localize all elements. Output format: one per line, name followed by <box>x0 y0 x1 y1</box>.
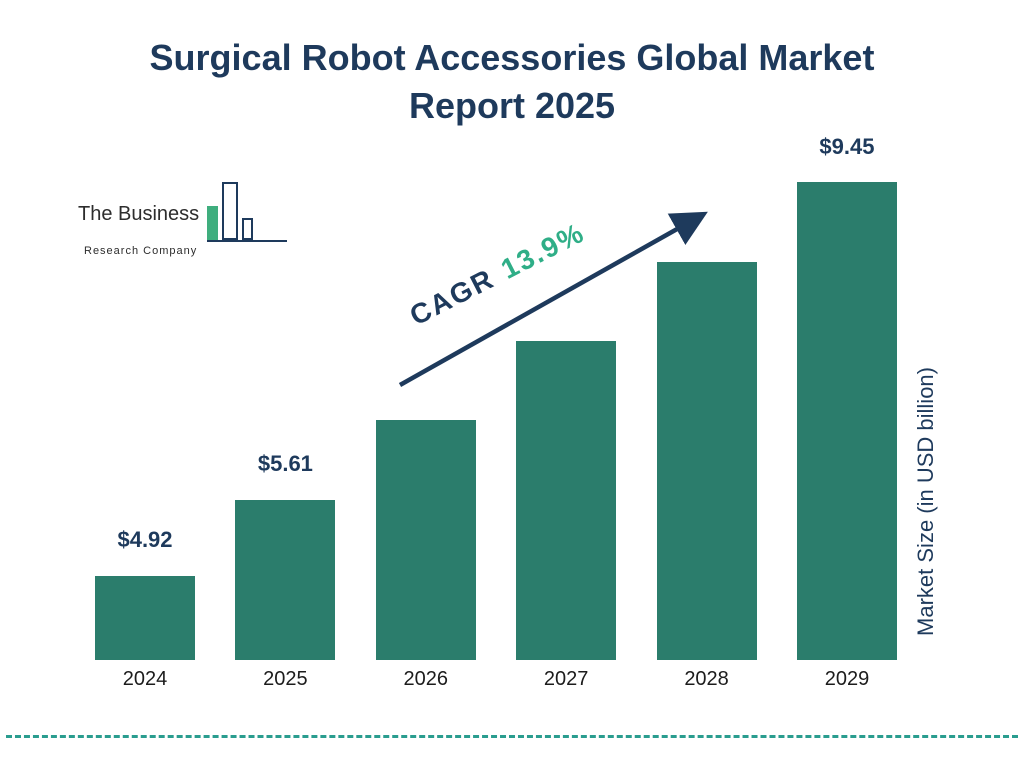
bar-2029 <box>796 182 897 660</box>
chart-title-line1: Surgical Robot Accessories Global Market <box>149 37 875 78</box>
bar-column-2025: $5.61billion <box>235 182 336 660</box>
bar-2027 <box>516 341 617 660</box>
logo-bar-short <box>242 218 254 240</box>
x-tick-2026: 2026 <box>403 668 449 690</box>
y-axis-title-text: Market Size (in USD billion) <box>913 366 938 636</box>
value-label-2024: $4.92billion <box>117 527 173 553</box>
bottom-dashed-divider <box>6 735 1018 738</box>
y-axis-title: Market Size (in USD billion) <box>908 340 944 662</box>
bar-column-2027 <box>516 182 617 660</box>
chart-title-line2: Report 2025 <box>408 84 616 126</box>
x-tick-2024: 2024 <box>122 668 168 690</box>
bar-column-2024: $4.92billion <box>95 182 195 660</box>
logo-bar-tall <box>222 182 239 240</box>
bar-chart-plot-area: $4.92billion $5.61billion $9.45billion <box>95 134 897 660</box>
logo-subtitle-text: Research Company <box>84 245 198 257</box>
x-tick-2028: 2028 <box>684 668 729 690</box>
bar-2026 <box>375 420 476 660</box>
bar-column-2028 <box>656 182 757 660</box>
chart-title: Surgical Robot Accessories Global Market… <box>0 34 1024 130</box>
bar-2024 <box>95 575 195 660</box>
x-axis-year-labels: 2024 2025 2026 2027 2028 2029 <box>95 668 897 691</box>
x-tick-2025: 2025 <box>263 668 308 690</box>
logo-top-row: The Business <box>78 182 288 242</box>
bar-2028 <box>656 261 757 660</box>
company-logo: The Business Research Company <box>78 182 288 257</box>
logo-name-text: The Business <box>78 203 200 225</box>
bar-2025 <box>235 499 336 660</box>
x-tick-2027: 2027 <box>543 668 589 690</box>
cagr-trend-arrow <box>398 211 708 387</box>
x-tick-2029: 2029 <box>824 668 870 690</box>
value-label-2025: $5.61billion <box>257 451 313 477</box>
logo-barchart-icon <box>207 182 288 242</box>
value-label-2029: $9.45billion <box>819 133 875 159</box>
bar-column-2026 <box>375 182 476 660</box>
logo-bar-green <box>207 206 219 240</box>
bar-column-2029: $9.45billion <box>796 134 897 660</box>
